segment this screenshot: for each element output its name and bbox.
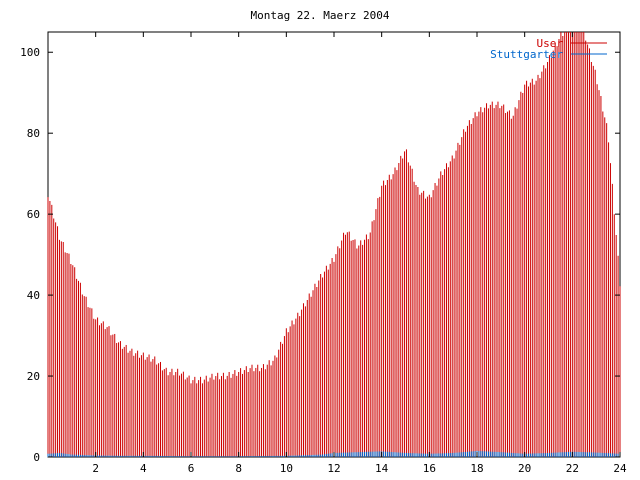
series-user [47,32,621,457]
x-tick-label: 4 [140,462,147,475]
x-tick-label: 20 [518,462,531,475]
y-tick-label: 40 [27,289,40,302]
y-tick-label: 60 [27,208,40,221]
legend-label-user: User [537,37,564,50]
y-axis-ticks: 0 20 40 60 80 100 [20,46,620,464]
y-tick-label: 100 [20,46,40,59]
x-tick-label: 14 [375,462,389,475]
x-tick-label: 22 [566,462,579,475]
x-tick-label: 8 [235,462,242,475]
x-tick-label: 2 [92,462,99,475]
x-tick-label: 16 [423,462,436,475]
x-tick-label: 12 [327,462,340,475]
x-tick-label: 10 [280,462,293,475]
x-tick-label: 6 [188,462,195,475]
legend-label-stuttgarter: Stuttgarter [490,48,563,61]
chart-title: Montag 22. Maerz 2004 [250,9,389,22]
x-axis-ticks: 2 4 6 8 10 12 14 16 18 20 22 24 [92,32,627,475]
plot-area [47,31,621,458]
y-tick-label: 80 [27,127,40,140]
y-tick-label: 0 [33,451,40,464]
x-tick-label: 18 [470,462,483,475]
y-tick-label: 20 [27,370,40,383]
x-tick-label: 24 [613,462,627,475]
